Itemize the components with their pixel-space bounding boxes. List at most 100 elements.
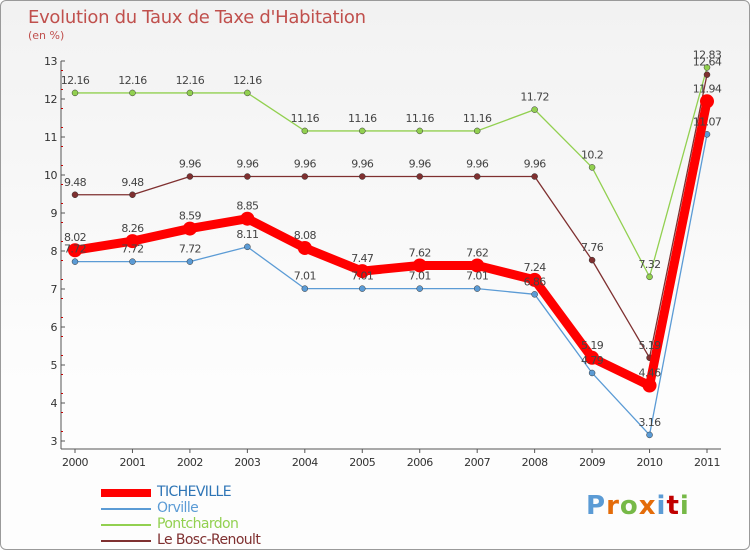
- x-tick-label: 2006: [407, 456, 433, 469]
- data-point-ticheville: [297, 240, 312, 255]
- data-point-le-bosc-renoult: [416, 173, 423, 180]
- logo-letter: i: [656, 491, 667, 521]
- data-label-pontchardon: 11.16: [291, 112, 320, 125]
- data-point-ticheville: [412, 258, 427, 273]
- y-tick-label: 5: [51, 359, 58, 372]
- data-label-orville: 7.01: [351, 270, 373, 283]
- logo-letter: i: [679, 491, 690, 521]
- data-label-le-bosc-renoult: 9.96: [409, 158, 432, 171]
- x-tick-label: 2002: [177, 456, 203, 469]
- data-label-ticheville: 7.24: [524, 261, 547, 274]
- legend-swatch: [101, 489, 151, 497]
- data-label-orville: 11.07: [693, 115, 722, 128]
- data-label-ticheville: 5.19: [581, 339, 604, 352]
- data-point-pontchardon: [588, 164, 596, 171]
- data-label-pontchardon: 12.83: [693, 48, 722, 61]
- data-label-le-bosc-renoult: 9.96: [294, 158, 317, 171]
- data-point-ticheville: [470, 258, 485, 273]
- data-point-ticheville: [182, 221, 197, 236]
- logo-letter: x: [638, 491, 657, 521]
- data-label-orville: 7.01: [466, 270, 488, 283]
- data-point-ticheville: [527, 272, 542, 287]
- data-label-le-bosc-renoult: 5.19: [638, 339, 661, 352]
- logo-letter: t: [666, 491, 680, 521]
- data-label-orville: 7.72: [121, 243, 143, 256]
- data-label-ticheville: 11.94: [693, 82, 722, 95]
- data-label-ticheville: 4.46: [638, 367, 661, 380]
- data-point-le-bosc-renoult: [473, 173, 481, 180]
- data-point-pontchardon: [531, 106, 538, 113]
- x-tick-label: 2005: [349, 456, 375, 469]
- x-tick-label: 2004: [292, 456, 318, 469]
- x-tick-label: 2010: [637, 456, 663, 469]
- data-label-pontchardon: 11.72: [520, 91, 549, 104]
- data-point-orville: [473, 285, 481, 292]
- data-point-orville: [646, 431, 653, 439]
- data-point-pontchardon: [473, 127, 481, 135]
- series-line-orville: [74, 133, 708, 436]
- data-label-le-bosc-renoult: 9.96: [351, 158, 374, 171]
- data-point-ticheville: [355, 264, 370, 279]
- series-line-ticheville: [70, 96, 712, 391]
- y-tick-label: 8: [51, 245, 58, 258]
- y-tick-label: 10: [44, 169, 57, 182]
- data-label-ticheville: 7.62: [409, 246, 431, 259]
- data-point-orville: [244, 243, 251, 251]
- data-point-pontchardon: [646, 273, 653, 281]
- legend-swatch: [101, 540, 151, 542]
- chart-unit: (en %): [28, 29, 65, 42]
- data-label-pontchardon: 10.2: [581, 148, 603, 161]
- y-tick-label: 3: [51, 435, 58, 448]
- x-tick-label: 2011: [694, 456, 720, 469]
- data-label-ticheville: 8.85: [236, 200, 259, 213]
- x-tick-label: 2003: [234, 456, 260, 469]
- legend-label: Pontchardon: [157, 516, 239, 532]
- data-label-orville: 7.01: [294, 270, 316, 283]
- data-label-le-bosc-renoult: 12.64: [693, 56, 722, 69]
- data-label-le-bosc-renoult: 9.96: [179, 158, 202, 171]
- y-tick-label: 6: [51, 321, 58, 334]
- data-label-pontchardon: 11.16: [348, 112, 377, 125]
- data-label-le-bosc-renoult: 9.96: [236, 158, 259, 171]
- data-label-pontchardon: 11.16: [463, 112, 492, 125]
- data-point-pontchardon: [416, 127, 423, 135]
- legend-swatch: [101, 508, 151, 510]
- data-label-orville: 7.01: [409, 270, 431, 283]
- series-line-pontchardon: [74, 66, 708, 278]
- x-tick-label: 2009: [579, 456, 605, 469]
- series-line-le-bosc-renoult: [74, 74, 708, 359]
- data-label-pontchardon: 12.16: [233, 74, 262, 87]
- data-point-orville: [71, 258, 79, 265]
- y-tick-label: 11: [44, 131, 57, 144]
- data-point-pontchardon: [186, 89, 194, 97]
- proxiti-logo: Proxiti: [586, 491, 690, 521]
- data-point-le-bosc-renoult: [588, 256, 596, 264]
- y-tick-label: 12: [44, 93, 57, 106]
- data-label-ticheville: 8.26: [121, 222, 144, 235]
- data-label-orville: 7.72: [64, 243, 86, 256]
- data-label-ticheville: 8.59: [179, 210, 202, 223]
- data-label-le-bosc-renoult: 9.48: [121, 176, 144, 189]
- data-point-le-bosc-renoult: [71, 191, 79, 199]
- data-point-le-bosc-renoult: [301, 173, 309, 180]
- data-point-pontchardon: [244, 89, 251, 97]
- data-label-le-bosc-renoult: 7.76: [581, 241, 604, 254]
- data-point-ticheville: [585, 350, 600, 365]
- data-point-ticheville: [642, 378, 657, 393]
- data-label-le-bosc-renoult: 9.96: [524, 158, 547, 171]
- data-label-orville: 8.11: [236, 228, 258, 241]
- data-point-ticheville: [125, 234, 140, 249]
- data-label-ticheville: 7.47: [351, 252, 374, 265]
- data-label-orville: 6.86: [524, 275, 547, 288]
- data-point-le-bosc-renoult: [244, 173, 251, 180]
- logo-letter: r: [606, 491, 620, 521]
- x-tick-label: 2001: [119, 456, 145, 469]
- legend-label: Le Bosc-Renoult: [157, 532, 261, 548]
- data-point-orville: [301, 285, 309, 292]
- data-point-le-bosc-renoult: [186, 173, 194, 180]
- data-label-ticheville: 8.08: [294, 229, 317, 242]
- data-point-orville: [531, 291, 538, 298]
- legend-label: Orville: [157, 500, 199, 516]
- data-label-pontchardon: 12.16: [61, 74, 90, 87]
